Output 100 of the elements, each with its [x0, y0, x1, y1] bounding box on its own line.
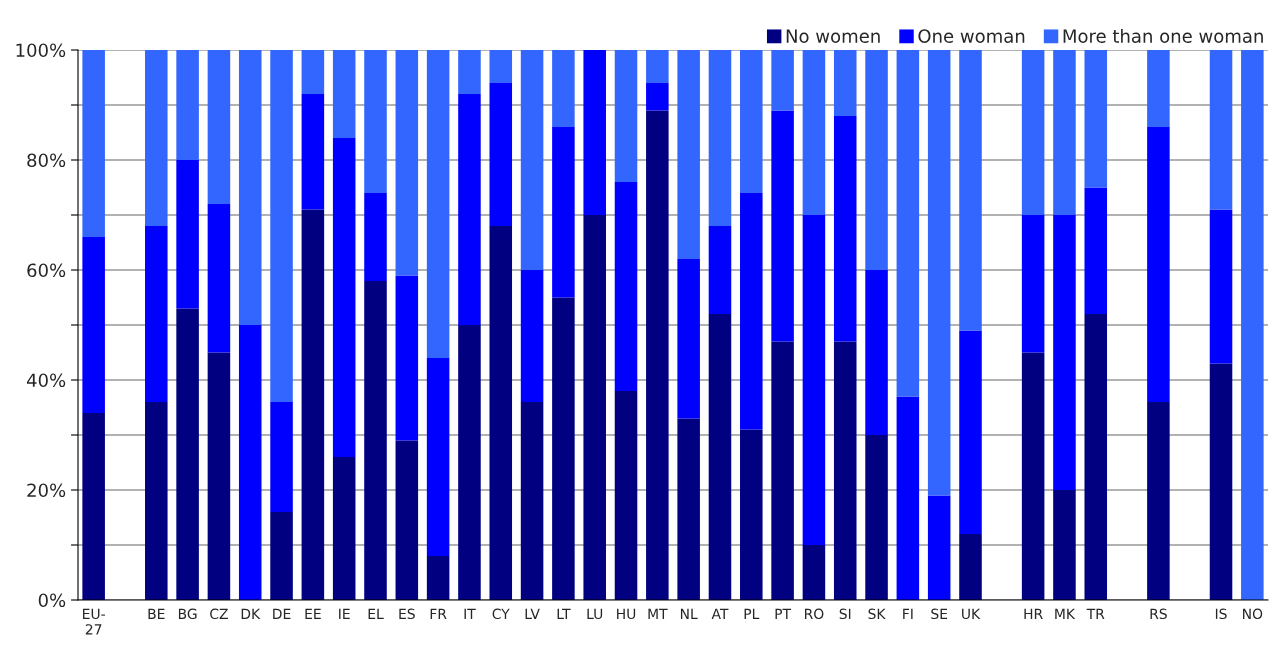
bar	[145, 50, 168, 226]
x-tick-label: ES	[399, 608, 415, 620]
bar	[270, 402, 293, 512]
x-tick-label: MK	[1055, 608, 1076, 619]
x-tick-label: NL	[680, 608, 698, 619]
bar	[802, 215, 826, 545]
bar	[552, 297, 575, 600]
bar	[270, 50, 293, 402]
bar	[646, 83, 669, 111]
bar	[332, 138, 356, 457]
bar	[1147, 50, 1170, 127]
bar	[82, 50, 105, 237]
bar	[301, 209, 325, 600]
y-tick-label: 80%	[27, 153, 66, 168]
bar	[364, 281, 387, 600]
bar	[395, 275, 419, 441]
x-tick-label: TR	[1086, 608, 1105, 619]
x-tick-label: RS	[1150, 608, 1167, 620]
bar	[489, 50, 513, 83]
x-tick-label: SK	[868, 608, 886, 620]
x-tick-label: DE	[273, 608, 291, 619]
bar	[708, 50, 732, 226]
bar	[927, 50, 951, 496]
bar	[708, 314, 732, 600]
y-tick-label: 60%	[27, 263, 66, 278]
bar	[646, 110, 669, 600]
bar	[552, 127, 575, 298]
x-tick-label: PL	[744, 608, 760, 619]
bar	[458, 325, 481, 600]
bar	[583, 215, 606, 600]
x-tick-label: BG	[178, 608, 197, 620]
bar	[520, 402, 544, 600]
y-tick-label: 0%	[38, 593, 66, 608]
x-tick-label: NO	[1243, 608, 1263, 620]
bar	[82, 413, 105, 600]
bar	[1241, 50, 1264, 600]
x-tick-label: EU- 27	[83, 608, 105, 635]
x-tick-label: EL	[368, 608, 384, 619]
x-tick-label: PT	[775, 608, 792, 619]
bar	[771, 110, 794, 342]
bar	[1209, 209, 1233, 364]
bar	[458, 94, 481, 325]
bar	[395, 50, 419, 276]
bar	[364, 193, 387, 281]
bar	[238, 50, 262, 325]
x-tick-label: EE	[305, 608, 321, 619]
x-tick-label: RO	[804, 608, 824, 620]
bar	[865, 270, 888, 435]
bar	[1021, 50, 1045, 215]
bar	[489, 83, 513, 226]
bar	[207, 352, 231, 600]
bar	[1209, 363, 1233, 600]
x-tick-label: LU	[587, 608, 603, 620]
x-tick-label: SE	[931, 608, 948, 620]
bar	[833, 50, 857, 116]
bar	[426, 556, 450, 600]
bar	[176, 308, 199, 600]
bar	[677, 50, 700, 259]
y-tick-label: 40%	[26, 373, 66, 388]
bar	[145, 402, 168, 600]
x-tick-label: DK	[241, 608, 261, 619]
bar	[708, 226, 732, 314]
bar	[1084, 314, 1108, 600]
bar	[959, 330, 982, 534]
x-tick-label: SI	[839, 608, 851, 620]
x-tick-label: HR	[1024, 608, 1043, 619]
bar	[646, 50, 669, 83]
bar	[740, 193, 763, 430]
legend-label: More than one woman	[1063, 28, 1263, 43]
y-tick-label: 100%	[16, 43, 66, 58]
bar	[489, 226, 513, 600]
bar	[238, 325, 262, 600]
bar	[395, 440, 419, 600]
bar	[1053, 490, 1076, 600]
bar	[677, 259, 700, 419]
bar	[301, 94, 325, 210]
x-tick-label: HU	[617, 608, 636, 620]
bar	[458, 50, 481, 94]
bar	[426, 358, 450, 556]
bar	[1021, 215, 1045, 353]
bar	[1053, 50, 1076, 215]
bar	[771, 341, 794, 600]
bar	[677, 418, 700, 600]
x-tick-label: MT	[648, 608, 668, 619]
bar	[959, 534, 982, 600]
bar	[802, 545, 826, 600]
legend-label: One woman	[918, 29, 1025, 43]
bar	[552, 50, 575, 127]
bar	[176, 50, 199, 160]
x-tick-label: UK	[962, 608, 981, 620]
x-tick-label: LT	[557, 608, 571, 619]
x-tick-label: IS	[1215, 608, 1227, 620]
bar	[896, 50, 920, 397]
bar	[771, 50, 794, 111]
bar	[1147, 127, 1170, 402]
bar	[740, 429, 763, 600]
bar	[740, 50, 763, 193]
bar	[583, 50, 606, 215]
bar	[614, 182, 638, 391]
x-tick-label: FI	[903, 608, 913, 619]
